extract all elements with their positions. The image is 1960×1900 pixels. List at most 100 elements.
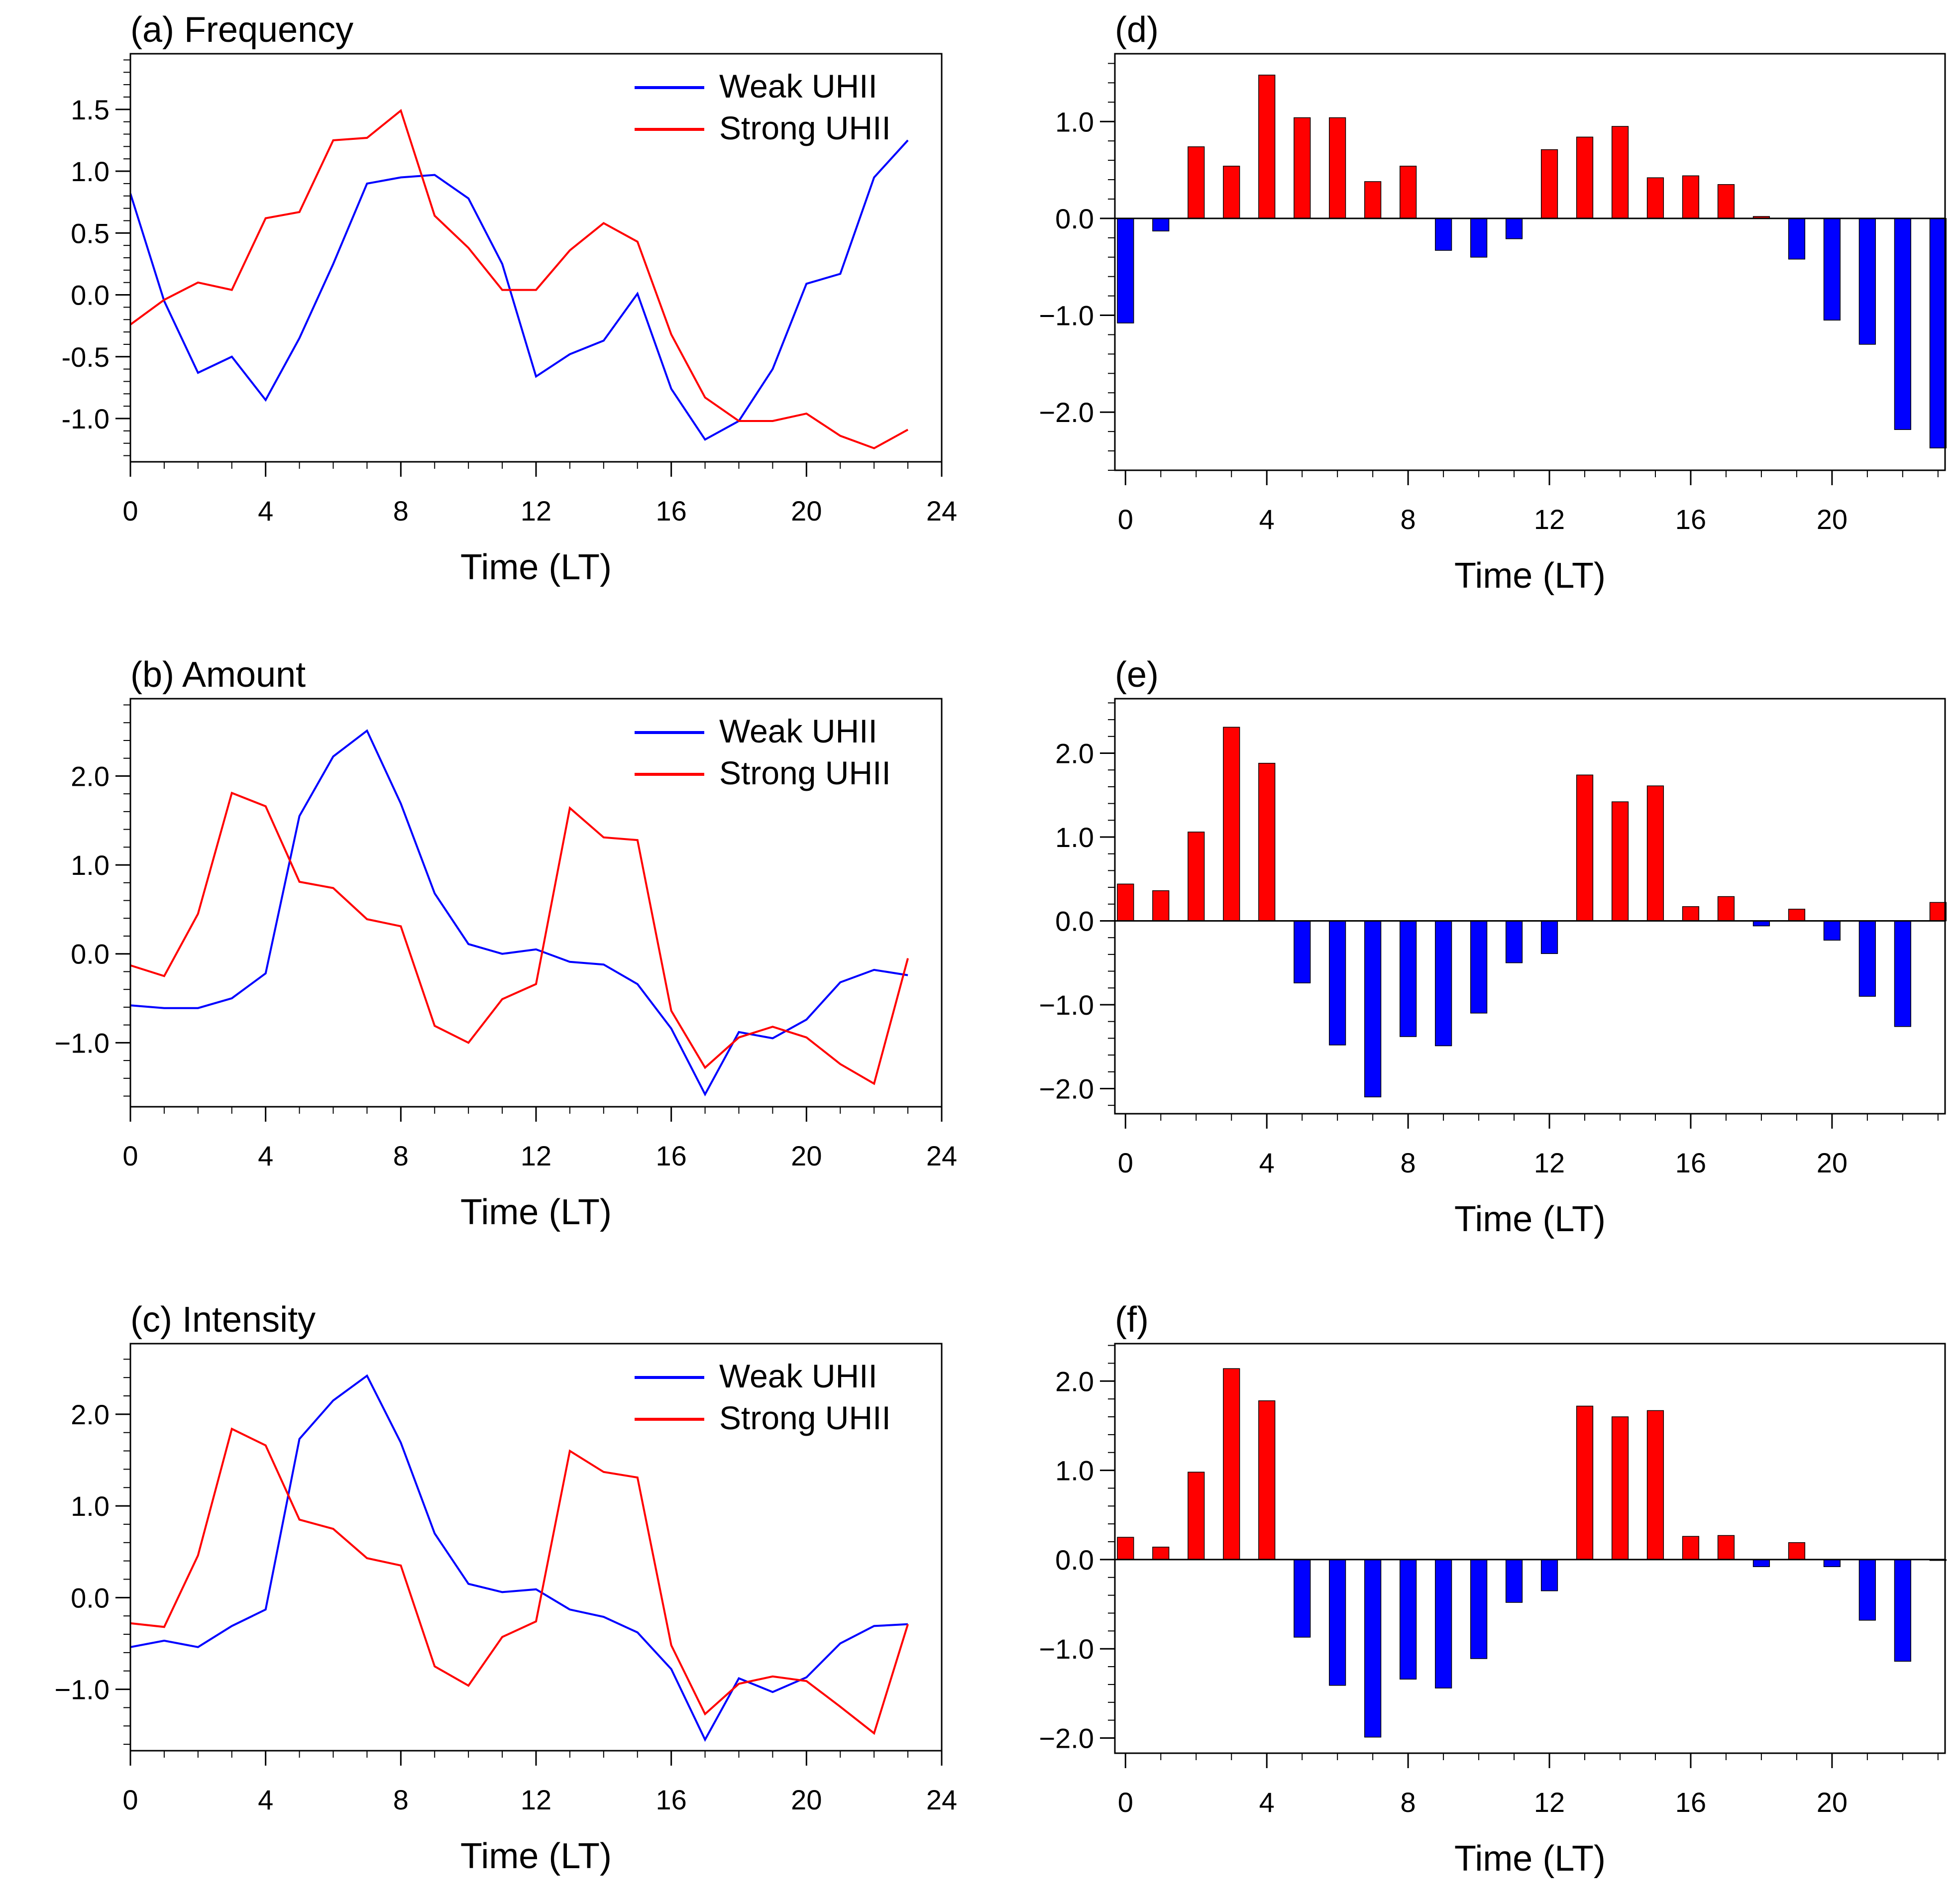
- bar: [1717, 184, 1735, 219]
- x-tick-label: 0: [1118, 1147, 1133, 1178]
- panel-title: (e): [1115, 655, 1159, 695]
- x-tick-label: 12: [1534, 504, 1565, 535]
- plot-frame: [1114, 1343, 1946, 1754]
- y-tick-label: 1.0: [71, 849, 109, 881]
- bar: [1188, 832, 1205, 922]
- bar: [1611, 1416, 1629, 1560]
- x-tick-label: 20: [1817, 1147, 1848, 1178]
- y-tick-label: −1.0: [1039, 1633, 1094, 1665]
- bar: [1894, 920, 1911, 1027]
- x-tick-label: 16: [656, 1140, 687, 1171]
- x-axis-title: Time (LT): [460, 1836, 612, 1876]
- bar: [1858, 1559, 1876, 1621]
- bar: [1540, 1559, 1558, 1591]
- y-tick-label: 0.0: [1055, 203, 1094, 234]
- y-tick-label: 2.0: [1055, 1366, 1094, 1397]
- bar: [1400, 1559, 1417, 1680]
- y-tick-label: −2.0: [1039, 1073, 1094, 1104]
- bar: [1576, 774, 1594, 922]
- bar: [1470, 218, 1488, 258]
- series-line-weak-uhii: [129, 139, 909, 441]
- bar: [1576, 1405, 1594, 1560]
- bar: [1611, 126, 1629, 219]
- panel-b-amount: (b) Amount −1.0 0.0 1.0 2.0 0 4 8 12 16 20 24 Time (…: [54, 655, 957, 1232]
- panel-a-frequency: (a) Frequency -1.0 -0.5 0.0 0.5 1.0 1.5 0 4 8 12 16…: [62, 10, 958, 587]
- x-tick-label: 8: [1401, 1147, 1416, 1178]
- panel-title: (f): [1115, 1300, 1149, 1340]
- x-tick-label: 12: [521, 1140, 551, 1171]
- panel-title: (a) Frequency: [130, 10, 353, 50]
- bar: [1400, 166, 1417, 219]
- y-tick-label: −2.0: [1039, 1723, 1094, 1754]
- x-tick-label: 0: [1118, 1787, 1133, 1818]
- series-line-strong-uhii: [129, 108, 909, 449]
- bar: [1400, 920, 1417, 1037]
- panel-title: (c) Intensity: [130, 1300, 316, 1340]
- series-line-weak-uhii: [130, 729, 908, 1097]
- bar: [1258, 1400, 1276, 1560]
- bar: [1505, 920, 1523, 963]
- series-line-strong-uhii: [130, 1427, 909, 1735]
- legend-label: Weak UHII: [719, 713, 877, 749]
- bar: [1117, 883, 1134, 922]
- bar: [1152, 890, 1170, 922]
- bar: [1823, 1559, 1841, 1567]
- legend-label: Weak UHII: [719, 1358, 877, 1394]
- bar: [1117, 218, 1134, 323]
- y-tick-label: -1.0: [62, 403, 110, 434]
- bar: [1929, 218, 1947, 448]
- bar: [1470, 1559, 1488, 1659]
- x-axis-title: Time (LT): [460, 1192, 612, 1232]
- bar: [1117, 1537, 1134, 1560]
- bar: [1329, 920, 1346, 1046]
- y-tick-label: 0.0: [71, 280, 109, 311]
- bar: [1894, 218, 1911, 430]
- x-tick-label: 4: [258, 1784, 273, 1815]
- x-tick-label: 8: [393, 1140, 409, 1171]
- x-tick-label: 4: [1259, 1147, 1275, 1178]
- x-axis-title: Time (LT): [460, 547, 612, 587]
- x-tick-label: 12: [521, 495, 551, 527]
- bar: [1435, 1559, 1452, 1689]
- bar: [1823, 920, 1841, 941]
- bar: [1435, 218, 1452, 251]
- y-tick-label: −2.0: [1039, 397, 1094, 428]
- legend-label: Strong UHII: [719, 754, 891, 791]
- x-tick-label: 16: [656, 495, 687, 527]
- x-tick-label: 24: [926, 495, 957, 527]
- bar: [1682, 906, 1700, 922]
- bar: [1294, 920, 1311, 983]
- bar: [1858, 920, 1876, 997]
- panel-e-amount-difference: (e) −2.0 −1.0 0.0 1.0 2.0 0 4 8 12 16 20 Time (LT): [1039, 655, 1947, 1239]
- bar: [1717, 896, 1735, 922]
- bar: [1223, 166, 1240, 219]
- y-tick-label: 1.0: [1055, 106, 1094, 137]
- y-tick-label: 1.0: [1055, 1455, 1094, 1486]
- bar: [1258, 762, 1276, 922]
- x-axis-title: Time (LT): [1454, 556, 1606, 596]
- x-tick-label: 12: [1534, 1147, 1565, 1178]
- x-axis-title: Time (LT): [1454, 1199, 1606, 1239]
- legend-label: Strong UHII: [719, 1399, 891, 1436]
- y-tick-label: 1.0: [71, 1490, 109, 1522]
- y-tick-label: −1.0: [1039, 989, 1094, 1021]
- y-tick-label: −1.0: [54, 1027, 109, 1058]
- bar: [1258, 75, 1276, 219]
- y-tick-label: 0.0: [1055, 1544, 1094, 1576]
- bar: [1752, 920, 1770, 927]
- bar: [1717, 1535, 1735, 1560]
- bar: [1540, 149, 1558, 219]
- bar: [1329, 1559, 1346, 1686]
- x-tick-label: 20: [791, 1140, 822, 1171]
- bar: [1470, 920, 1488, 1014]
- x-tick-label: 16: [1675, 504, 1706, 535]
- x-tick-label: 4: [258, 1140, 273, 1171]
- x-tick-label: 0: [1118, 504, 1133, 535]
- bar: [1611, 801, 1629, 922]
- y-tick-label: -0.5: [62, 341, 110, 373]
- y-tick-label: 1.0: [1055, 822, 1094, 853]
- y-tick-label: 2.0: [1055, 738, 1094, 769]
- bar: [1752, 1559, 1770, 1567]
- x-tick-label: 20: [791, 495, 822, 527]
